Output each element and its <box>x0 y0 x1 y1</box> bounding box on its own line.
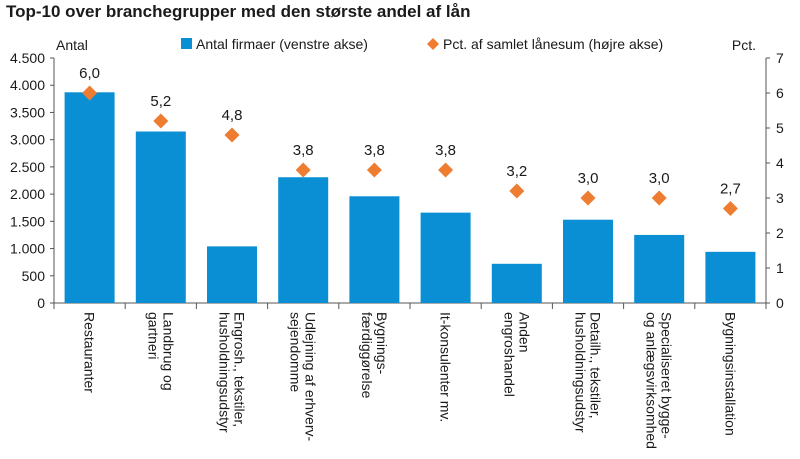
point-marker <box>295 162 311 178</box>
data-label: 6,0 <box>79 65 100 82</box>
left-tick-label: 2.500 <box>10 159 45 175</box>
left-tick-label: 1.500 <box>10 213 45 229</box>
category-label: Engrosh., tekstiler,husholdningsudstyr <box>217 312 248 433</box>
bar <box>705 251 756 303</box>
category-label-line: sejendomme <box>288 312 304 392</box>
bar <box>563 219 613 303</box>
category-label: Bygnings-færdiggørelse <box>359 312 390 399</box>
data-label: 3,0 <box>649 170 670 187</box>
bar <box>349 196 400 303</box>
right-axis-title: Pct. <box>732 37 756 53</box>
category-label: Specialiseret bygge-og anlægsvirksomhed <box>644 312 675 449</box>
data-label: 3,8 <box>435 142 456 159</box>
bars-group <box>64 92 756 303</box>
category-label: Landbrug oggartneri <box>145 312 176 391</box>
category-label-line: Bygningsinstallation <box>722 312 738 436</box>
right-tick-label: 1 <box>776 260 784 276</box>
left-tick-label: 3.000 <box>10 132 45 148</box>
right-tick-label: 0 <box>776 295 784 311</box>
point-marker <box>580 190 596 206</box>
data-label: 5,2 <box>150 93 171 110</box>
labels-group: Restauranter Landbrug oggartneri Engrosh.,… <box>82 312 739 449</box>
category-label-line: Restauranter <box>82 312 98 393</box>
category-label: Detailh., tekstiler,husholdningsudstyr <box>573 312 604 433</box>
category-label-line: gartneri <box>145 312 161 359</box>
bar <box>491 263 542 303</box>
point-marker <box>509 183 525 199</box>
legend-swatch-markers <box>427 38 439 50</box>
legend-label-bars: Antal firmaer (venstre akse) <box>196 36 368 52</box>
category-label-line: og anlægsvirksomhed <box>644 312 660 449</box>
category-label: Bygningsinstallation <box>722 312 738 436</box>
category-label-line: færdiggørelse <box>359 312 375 399</box>
category-label: Andenengroshandel <box>501 312 532 397</box>
right-tick-label: 7 <box>776 50 784 66</box>
left-tick-label: 4.000 <box>10 77 45 93</box>
right-tick-label: 3 <box>776 190 784 206</box>
data-label: 3,8 <box>293 142 314 159</box>
bar <box>64 92 115 303</box>
bar <box>135 131 186 303</box>
right-tick-label: 2 <box>776 225 784 241</box>
point-marker <box>366 162 382 178</box>
point-marker <box>651 190 667 206</box>
category-label-line: engroshandel <box>501 312 517 397</box>
category-label: Udlejning af erhverv-sejendomme <box>288 312 319 442</box>
axes-group: 0 500 1.000 1.500 2.000 2.500 3.000 3.500 4.000 4… <box>10 37 784 311</box>
right-tick-label: 5 <box>776 120 784 136</box>
bar <box>207 246 257 303</box>
markers-group: 6,0 5,2 4,8 3,8 3,8 3,8 3,2 3,0 3,0 2,7 <box>79 65 741 216</box>
right-tick-label: 4 <box>776 155 784 171</box>
data-label: 3,2 <box>506 163 527 180</box>
category-label-line: Detailh., tekstiler, <box>588 312 604 419</box>
data-label: 3,0 <box>578 170 599 187</box>
legend-swatch-bars <box>181 38 192 49</box>
bar <box>420 212 471 303</box>
point-marker <box>438 162 454 178</box>
data-label: 2,7 <box>720 181 741 198</box>
left-tick-label: 4.500 <box>10 50 45 66</box>
left-tick-label: 500 <box>22 268 46 284</box>
legend: Antal firmaer (venstre akse) Pct. af saml… <box>181 36 663 52</box>
legend-label-markers: Pct. af samlet lånesum (højre akse) <box>443 36 663 52</box>
bar <box>278 177 329 303</box>
point-marker <box>82 85 98 101</box>
left-tick-label: 1.000 <box>10 241 45 257</box>
category-label: Restauranter <box>82 312 98 393</box>
category-label-line: Bygnings- <box>374 312 390 375</box>
right-tick-label: 6 <box>776 85 784 101</box>
category-label-line: Specialiseret bygge- <box>659 312 675 439</box>
point-marker <box>722 201 738 216</box>
category-label-line: husholdningsudstyr <box>217 312 233 433</box>
category-label-line: It-konsulenter mv. <box>438 312 454 422</box>
left-tick-label: 0 <box>37 295 45 311</box>
point-marker <box>153 113 169 129</box>
left-tick-label: 2.000 <box>10 186 45 202</box>
category-label-line: Anden <box>516 312 532 352</box>
chart-title: Top-10 over branchegrupper med den størs… <box>6 2 471 21</box>
bar <box>634 234 685 303</box>
category-label-line: Udlejning af erhverv- <box>303 312 319 442</box>
category-label: It-konsulenter mv. <box>438 312 454 422</box>
category-label-line: Engrosh., tekstiler, <box>232 312 248 427</box>
point-marker <box>224 127 240 143</box>
left-axis-title: Antal <box>56 37 88 53</box>
category-label-line: husholdningsudstyr <box>573 312 589 433</box>
data-label: 4,8 <box>222 107 243 124</box>
data-label: 3,8 <box>364 142 385 159</box>
category-label-line: Landbrug og <box>160 312 176 391</box>
left-tick-label: 3.500 <box>10 104 45 120</box>
